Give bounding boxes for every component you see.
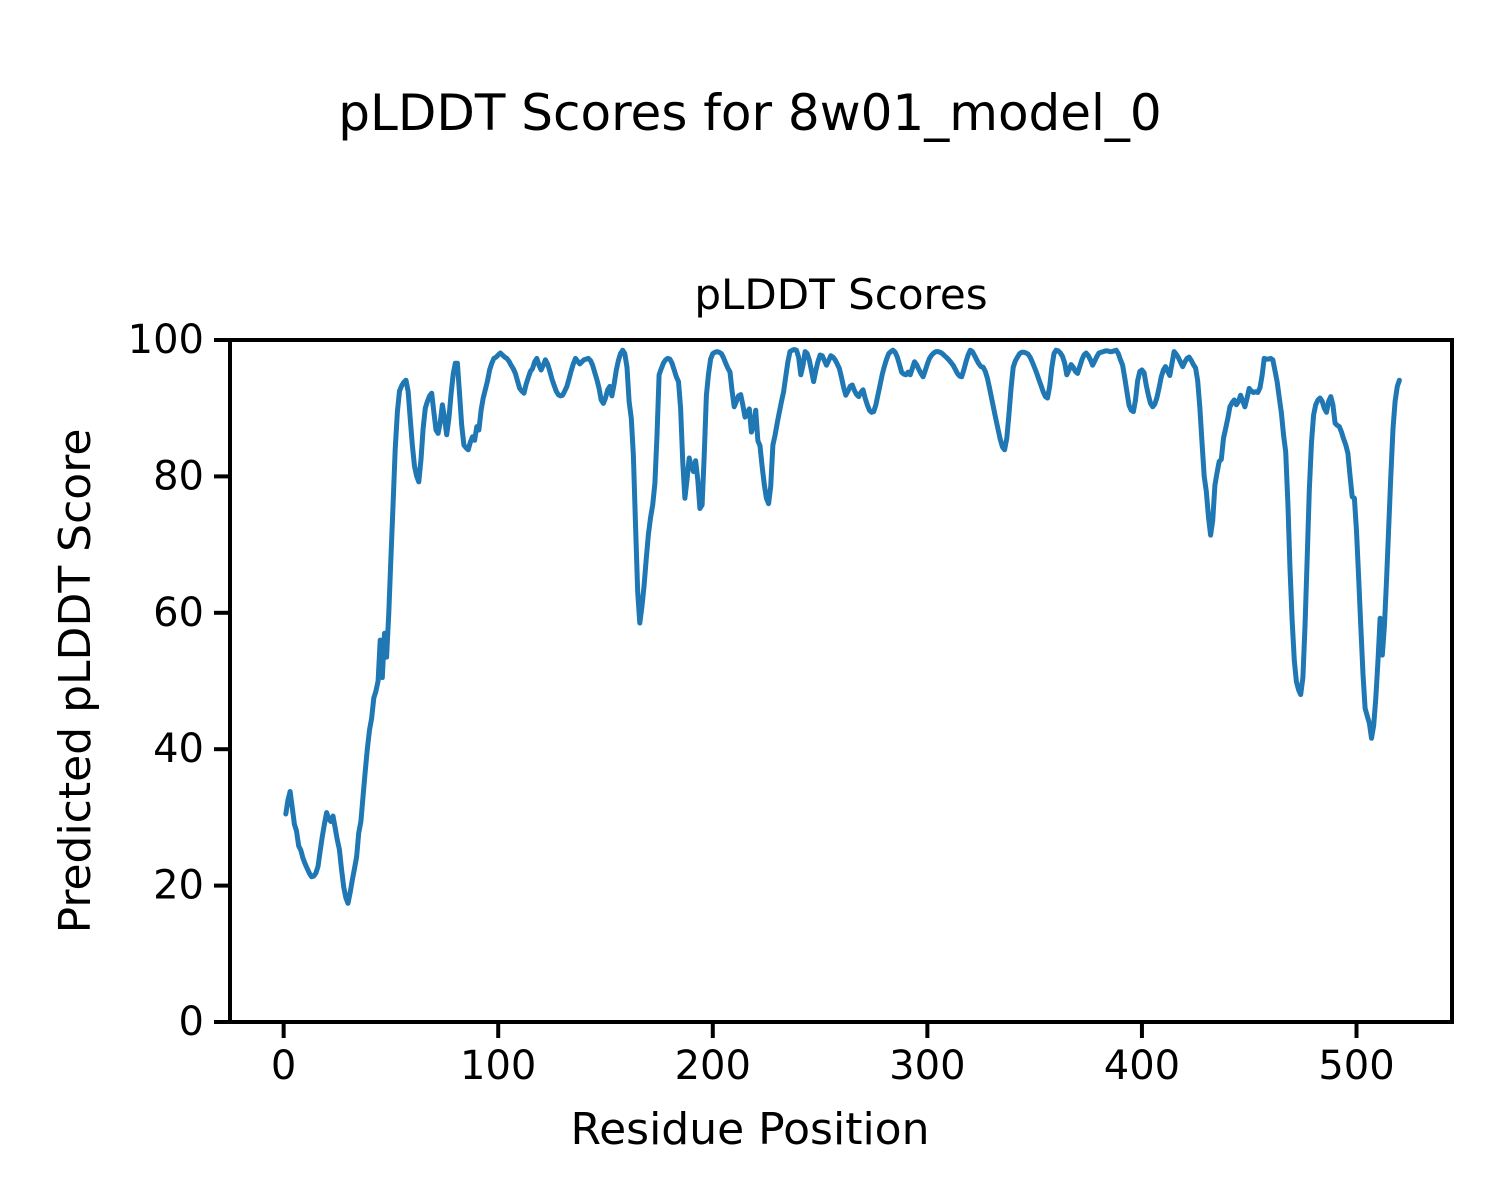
- x-tick-label: 100: [460, 1043, 536, 1089]
- x-axis-label: Residue Position: [570, 1104, 930, 1155]
- axes-title: pLDDT Scores: [694, 270, 988, 319]
- x-tick-label: 400: [1104, 1043, 1180, 1089]
- y-tick-label: 20: [153, 863, 204, 909]
- y-tick-label: 0: [179, 999, 204, 1045]
- plddt-line: [283, 347, 1402, 906]
- x-tick-label: 500: [1318, 1043, 1394, 1089]
- x-tick-label: 0: [271, 1043, 296, 1089]
- y-tick-label: 40: [153, 726, 204, 772]
- y-tick-label: 80: [153, 453, 204, 499]
- figure-title: pLDDT Scores for 8w01_model_0: [338, 84, 1162, 142]
- y-tick-label: 100: [128, 317, 204, 363]
- axes-spines: [228, 338, 1454, 1024]
- y-tick-label: 60: [153, 590, 204, 636]
- x-tick-label: 200: [675, 1043, 751, 1089]
- x-tick-label: 300: [889, 1043, 965, 1089]
